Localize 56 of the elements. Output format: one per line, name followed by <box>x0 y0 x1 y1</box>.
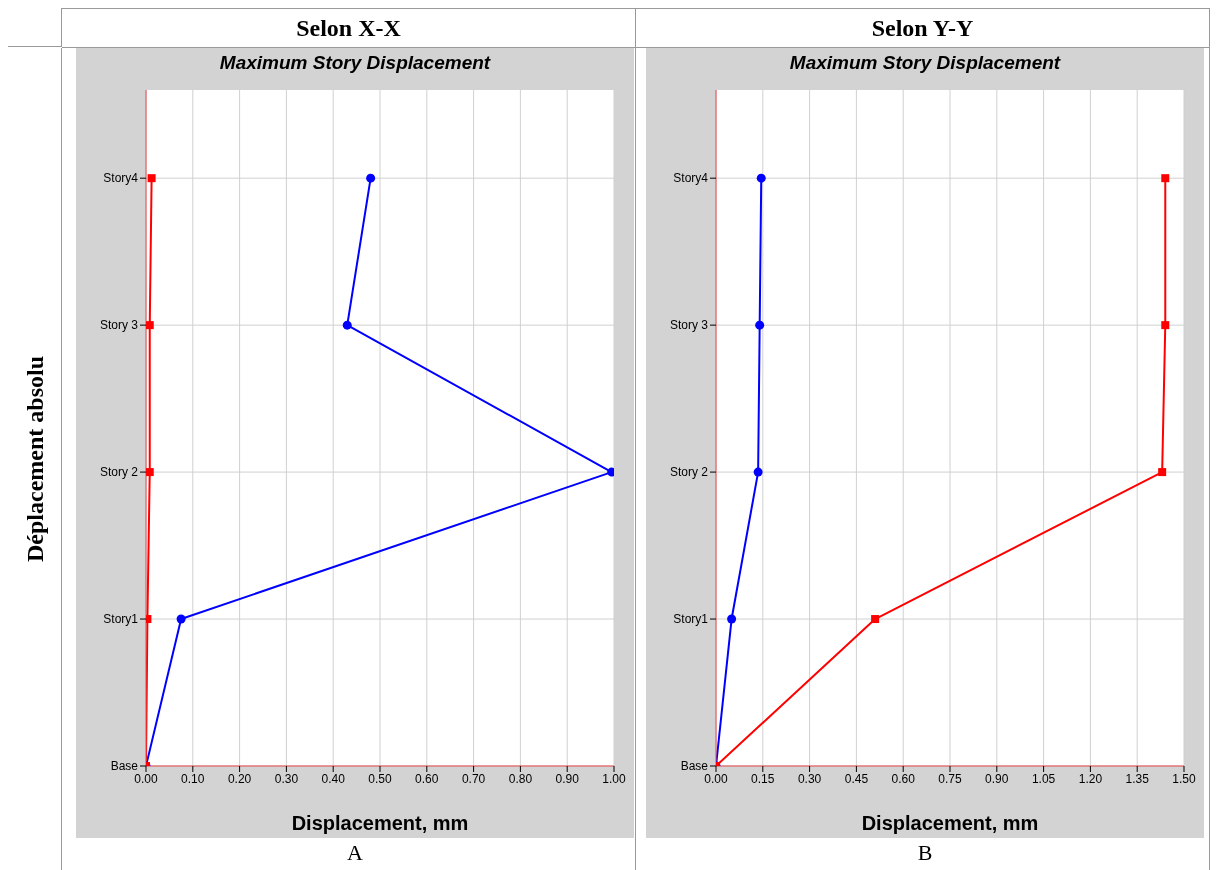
x-tick-label: 1.05 <box>1031 771 1056 786</box>
x-tick-label: 0.45 <box>844 771 869 786</box>
x-tick-label: 1.35 <box>1125 771 1150 786</box>
x-tick-label: 0.30 <box>797 771 822 786</box>
y-axis-title: Déplacement absolu <box>21 356 49 562</box>
x-tick-label: 0.20 <box>227 771 252 786</box>
x-tick-label: 0.90 <box>555 771 580 786</box>
x-tick-label: 0.50 <box>368 771 392 786</box>
point <box>342 320 352 330</box>
y-tick-label: Base <box>110 759 139 774</box>
y-tick-label: Story4 <box>103 171 139 186</box>
point <box>756 173 766 183</box>
x-axis-title: Displacement, mm <box>291 812 469 834</box>
x-tick-label: 0.90 <box>985 771 1009 786</box>
point <box>753 467 763 477</box>
y-tick-label: Story 2 <box>99 465 139 480</box>
point <box>146 468 154 477</box>
y-tick-label: Story1 <box>103 612 139 627</box>
y-tick-label: Story 2 <box>669 465 709 480</box>
point <box>1161 321 1170 330</box>
x-tick-label: 1.20 <box>1078 771 1103 786</box>
point <box>176 614 186 624</box>
x-tick-label: 1.50 <box>1172 771 1196 786</box>
text: Selon Y-Y <box>636 8 1210 48</box>
y-tick-label: Base <box>680 759 709 774</box>
point <box>607 467 614 477</box>
x-tick-label: 1.00 <box>602 771 626 786</box>
chart-title: Maximum Story Displacement <box>788 52 1062 74</box>
x-tick-label: 0.70 <box>461 771 486 786</box>
point <box>147 174 156 183</box>
x-tick-label: 0.15 <box>751 771 775 786</box>
x-tick-label: 0.00 <box>704 771 728 786</box>
point <box>1161 174 1170 183</box>
y-tick-label: Story1 <box>673 612 709 627</box>
text: B <box>916 840 934 866</box>
x-tick-label: 0.75 <box>938 771 962 786</box>
x-tick-label: 0.10 <box>181 771 205 786</box>
x-tick-label: 0.40 <box>321 771 346 786</box>
y-tick-label: Story 3 <box>669 318 709 333</box>
point <box>755 320 765 330</box>
x-axis-title: Displacement, mm <box>861 812 1039 834</box>
y-tick-label: Story 3 <box>99 318 139 333</box>
x-tick-label: 0.60 <box>891 771 916 786</box>
point <box>366 173 376 183</box>
point <box>1158 468 1167 477</box>
point <box>146 321 154 330</box>
x-tick-label: 0.60 <box>415 771 439 786</box>
x-tick-label: 0.80 <box>508 771 533 786</box>
point <box>727 614 737 624</box>
y-tick-label: Story4 <box>673 171 709 186</box>
x-tick-label: 0.30 <box>274 771 299 786</box>
chart-title: Maximum Story Displacement <box>218 52 492 74</box>
text: Selon X-X <box>62 8 636 48</box>
point <box>871 615 880 624</box>
text: A <box>346 840 364 866</box>
x-tick-label: 0.00 <box>134 771 158 786</box>
